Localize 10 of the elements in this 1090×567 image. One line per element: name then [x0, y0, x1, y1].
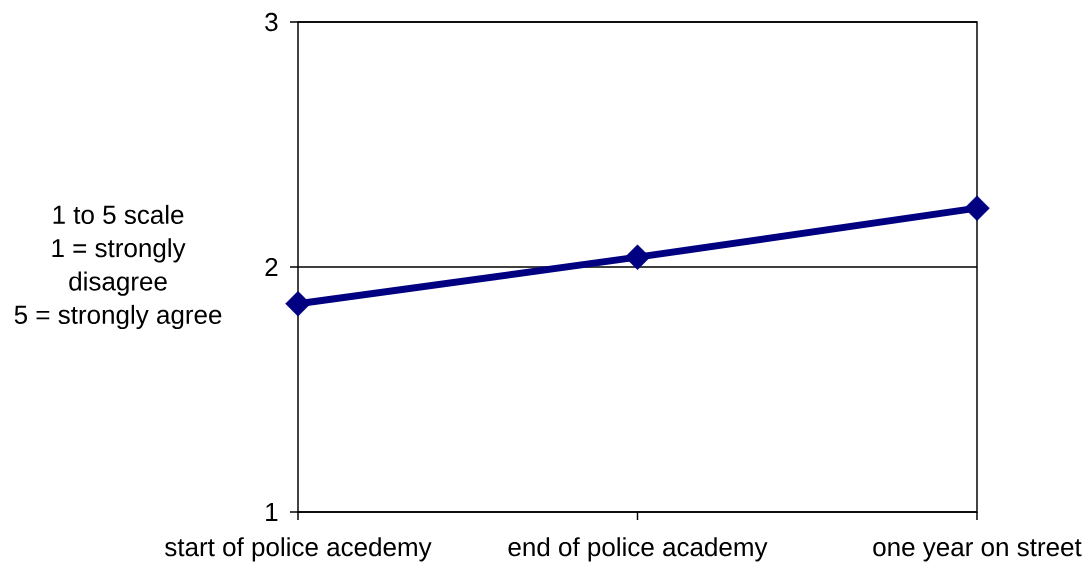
x-tick-label: end of police academy: [508, 537, 768, 562]
point: [964, 195, 990, 221]
y-tick-label: 1: [266, 503, 278, 521]
point: [285, 291, 311, 317]
y-tick-label: 2: [265, 257, 278, 277]
x-tick-label: one year on street: [873, 539, 1082, 562]
y-tick-label: 3: [265, 12, 278, 32]
y-axis-title: 1 to 5 scale 1 = strongly disagree 5 = strongly agree: [14, 204, 222, 330]
point: [624, 244, 651, 270]
x-tick-label: start of police acedemy: [165, 537, 432, 562]
